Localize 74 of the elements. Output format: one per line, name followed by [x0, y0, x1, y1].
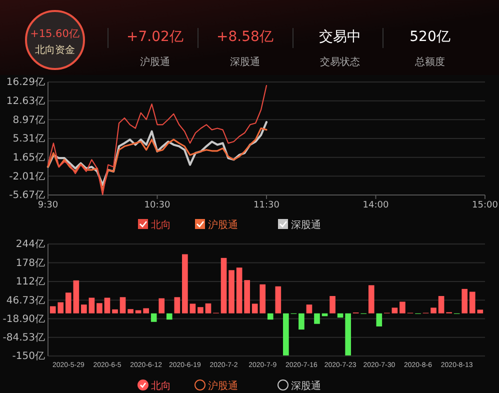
bar: [81, 304, 87, 314]
legend-label: 北向: [151, 219, 171, 231]
bar: [283, 313, 289, 356]
y-tick-label: 12.63亿: [6, 96, 45, 108]
bar: [166, 313, 172, 320]
bar: [143, 308, 149, 314]
bar: [96, 303, 102, 314]
text: +15.60亿: [30, 28, 80, 40]
y-tick-label: 46.73亿: [6, 295, 45, 306]
y-tick-label: 178亿: [16, 258, 45, 269]
bar: [306, 304, 312, 314]
text: +8.58亿: [216, 29, 274, 45]
bar: [392, 308, 398, 314]
y-tick-label: 5.31亿: [12, 134, 45, 145]
bar: [244, 280, 250, 314]
bar: [150, 313, 157, 322]
bar: [174, 297, 180, 314]
bar: [314, 313, 320, 324]
bar: [205, 303, 212, 314]
bar: [88, 298, 95, 314]
y-tick-label: 244亿: [16, 239, 45, 250]
line-series: [46, 121, 268, 186]
line-series: [47, 127, 268, 191]
text: 交易中: [319, 29, 361, 45]
bar: [400, 302, 406, 314]
bar: [462, 288, 468, 314]
bar: [267, 313, 274, 320]
x-tick-label: 15:00: [472, 200, 498, 210]
bar: [112, 309, 118, 314]
text: 520亿: [410, 29, 450, 45]
legend-label: 深股通: [291, 219, 321, 231]
text: 总额度: [414, 56, 445, 68]
text: 北向资金: [35, 44, 75, 56]
bar: [228, 270, 234, 314]
bar: [368, 285, 374, 314]
bar: [190, 304, 196, 314]
bar: [158, 298, 165, 314]
x-tick-label: 11:30: [254, 200, 280, 210]
text: 沪股通: [140, 56, 170, 68]
bar: [120, 297, 126, 314]
bar: [430, 308, 436, 314]
x-tick-label: 14:00: [362, 200, 389, 210]
bar: [376, 313, 382, 326]
line-series: [47, 85, 268, 196]
bar: [135, 310, 142, 314]
x-tick-label: 9:30: [38, 200, 58, 210]
text: 交易状态: [320, 56, 360, 68]
y-tick-label: -84.53亿: [2, 332, 45, 344]
y-tick-label: 8.97亿: [12, 114, 45, 126]
text: 深股通: [230, 56, 260, 68]
bar: [128, 309, 134, 314]
bar: [104, 298, 110, 314]
y-tick-label: -2.01亿: [9, 171, 45, 182]
x-tick-label: 10:30: [144, 200, 170, 210]
bar: [298, 313, 304, 330]
y-tick-label: 112亿: [16, 276, 45, 288]
bar: [330, 296, 336, 314]
y-tick-label: 16.29亿: [6, 77, 45, 88]
y-tick-label: 1.65亿: [12, 152, 45, 164]
y-tick-label: -150亿: [12, 351, 45, 362]
bar: [198, 307, 204, 314]
y-tick-label: -5.67亿: [9, 190, 45, 202]
legend-label: 沪股通: [208, 380, 238, 392]
legend-label: 沪股通: [208, 219, 238, 231]
legend-label: 深股通: [291, 380, 321, 392]
legend-label: 北向: [151, 380, 171, 392]
text: +7.02亿: [126, 29, 184, 45]
bar: [275, 286, 282, 314]
bar: [220, 258, 227, 314]
bar: [182, 254, 188, 314]
y-tick-label: -18.90亿: [2, 314, 45, 325]
bar: [345, 313, 351, 356]
bar: [438, 296, 444, 314]
bar: [236, 268, 242, 314]
